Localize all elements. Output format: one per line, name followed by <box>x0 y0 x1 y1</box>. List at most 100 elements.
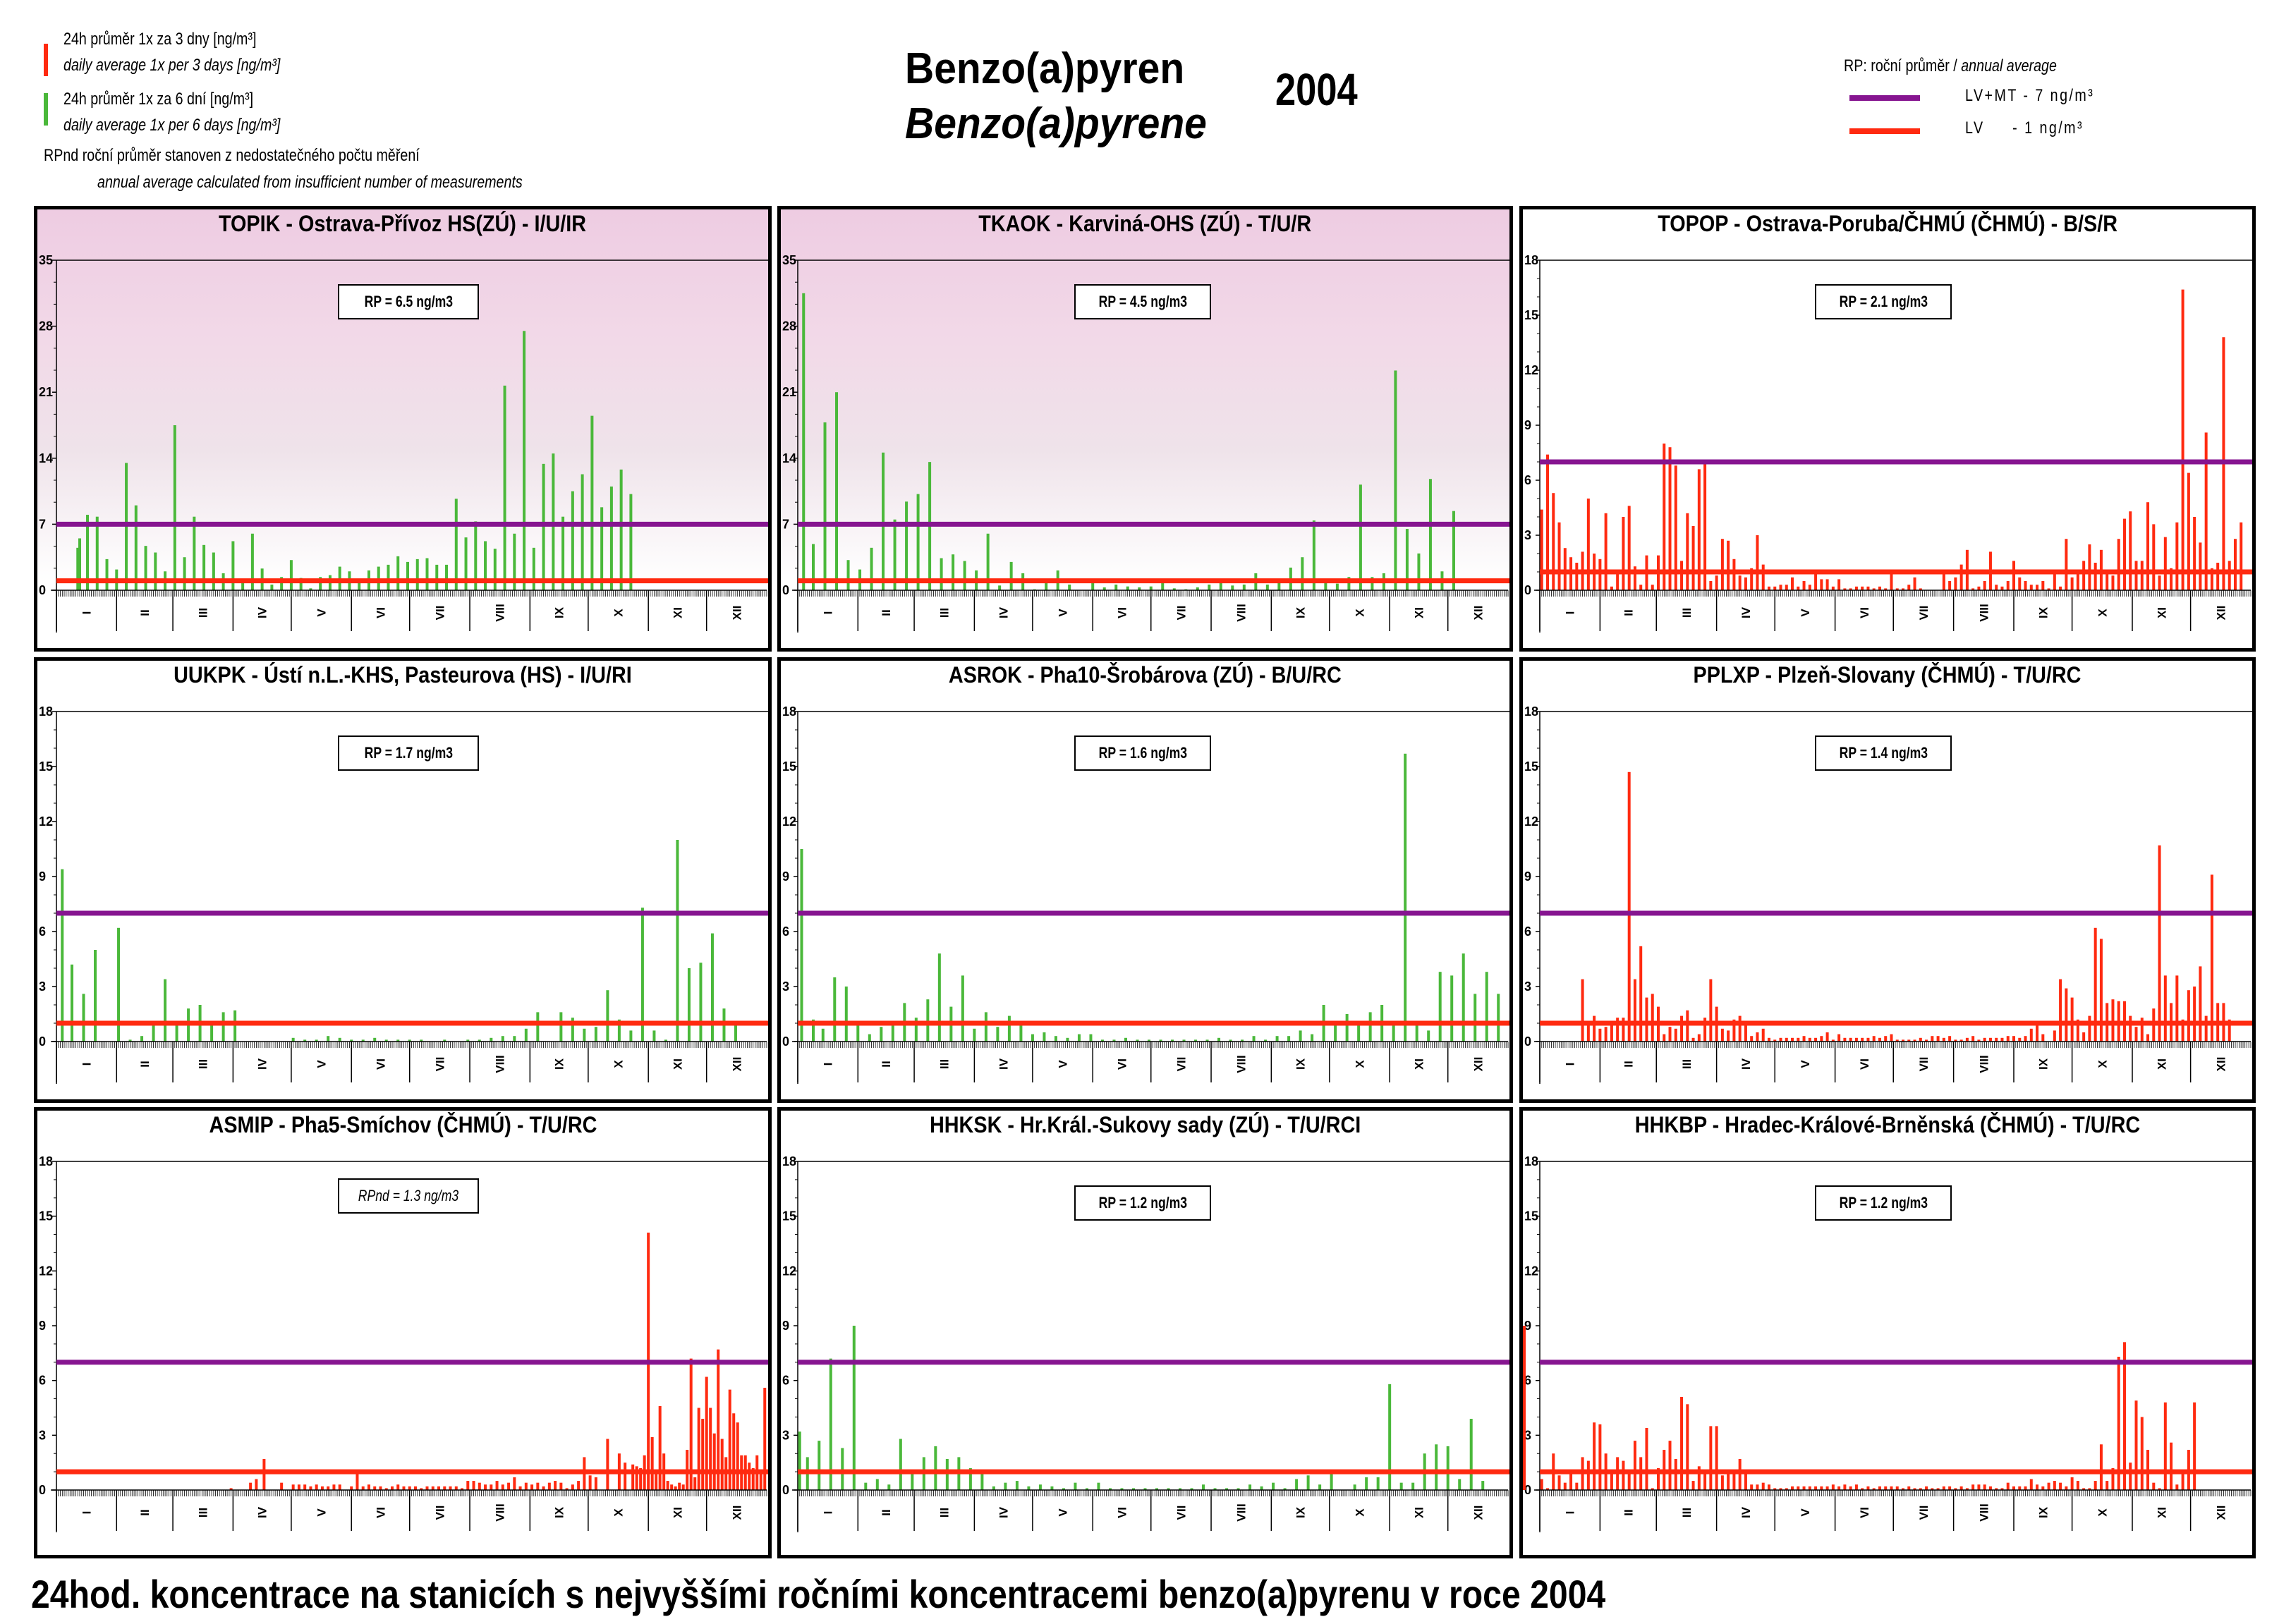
daily-bar <box>1977 1039 1981 1042</box>
daily-bar <box>1744 1023 1747 1042</box>
daily-bar <box>1808 1037 1811 1042</box>
daily-bar <box>530 1484 534 1490</box>
x-day-ticks <box>56 1490 767 1496</box>
station-chart-title-text: PPLXP - Plzeň-Slovany (ČHMÚ) - T/U/RC <box>1694 662 2082 688</box>
daily-bar <box>1686 1404 1689 1490</box>
daily-bar <box>2204 1015 2208 1042</box>
daily-bar <box>309 588 312 590</box>
month-label: VIII <box>1235 1503 1248 1522</box>
daily-bar <box>1691 1037 1695 1042</box>
daily-bar <box>1931 1036 1934 1042</box>
daily-bar <box>1866 1486 1870 1490</box>
station-chart-title: HHKSK - Hr.Král.-Sukovy sady (ZÚ) - T/U/… <box>781 1112 1509 1138</box>
daily-bar <box>681 1484 685 1490</box>
daily-bar <box>350 1486 353 1490</box>
daily-bar <box>1208 584 1211 590</box>
daily-bar <box>1546 454 1550 590</box>
daily-bar <box>536 1482 540 1490</box>
month-label: V <box>315 609 329 617</box>
daily-bar <box>852 1326 856 1490</box>
daily-bar <box>1417 553 1421 590</box>
daily-bar <box>1546 1488 1550 1490</box>
month-label: IV <box>997 606 1011 618</box>
daily-bar <box>2170 568 2173 590</box>
y-tick-label: 6 <box>39 1374 46 1388</box>
daily-bar <box>1066 1037 1069 1042</box>
daily-bar <box>1995 585 1998 590</box>
daily-bar <box>2146 1034 2150 1042</box>
y-tick-label: 21 <box>39 385 53 399</box>
daily-bar <box>1657 1467 1660 1490</box>
daily-bar <box>319 577 322 590</box>
daily-bar <box>1872 1488 1876 1490</box>
daily-bar <box>1861 1037 1864 1042</box>
y-tick-label: 15 <box>39 759 53 774</box>
daily-bar <box>1593 1422 1596 1490</box>
daily-bar <box>1902 588 1905 590</box>
daily-bar <box>631 1464 635 1490</box>
daily-bar <box>82 994 85 1042</box>
month-label: IV <box>1739 1058 1753 1070</box>
month-label: II <box>138 1509 152 1515</box>
daily-bar <box>640 908 644 1042</box>
daily-bar <box>1068 584 1071 590</box>
daily-bar <box>1651 994 1654 1042</box>
y-tick-label: 15 <box>1524 1209 1538 1223</box>
daily-bar <box>984 1012 988 1042</box>
daily-bar <box>2018 1486 2022 1490</box>
daily-bar <box>2012 561 2015 590</box>
daily-bar <box>887 1484 891 1490</box>
daily-bar <box>1808 585 1811 590</box>
daily-bar <box>542 463 545 590</box>
daily-bar <box>1089 1034 1093 1042</box>
daily-bar <box>1890 1486 1893 1490</box>
daily-bar <box>812 544 815 590</box>
daily-bar <box>1473 994 1477 1042</box>
daily-bar <box>629 1030 633 1042</box>
daily-bar <box>802 293 806 590</box>
daily-bar <box>1143 1488 1147 1490</box>
daily-bar <box>472 1481 475 1490</box>
daily-bar <box>2111 575 2115 590</box>
annual-average-label: RP = 1.7 ng/m3 <box>364 744 453 762</box>
month-label: II <box>880 1509 893 1515</box>
daily-bar <box>315 1484 318 1490</box>
daily-bar <box>835 392 839 590</box>
daily-bar <box>734 1023 737 1042</box>
daily-bar <box>390 1486 394 1490</box>
month-label: VIII <box>1977 604 1991 622</box>
y-tick-label: 12 <box>39 814 53 829</box>
daily-bar <box>1884 588 1888 590</box>
daily-bar <box>396 556 400 590</box>
daily-bar <box>2210 568 2213 590</box>
daily-bar <box>973 1028 976 1042</box>
daily-bar <box>1797 1486 1800 1490</box>
daily-bar <box>1179 1488 1182 1490</box>
daily-bar <box>1825 1486 1829 1490</box>
daily-bar <box>1791 1486 1794 1490</box>
daily-bar <box>2193 517 2196 590</box>
daily-bar <box>212 552 215 590</box>
y-tick-label: 3 <box>1524 1428 1531 1442</box>
daily-bar <box>606 1439 609 1490</box>
daily-bar <box>1007 1015 1011 1042</box>
daily-bar <box>1703 1018 1707 1042</box>
month-label: I <box>80 1511 94 1515</box>
daily-bar <box>1097 1482 1100 1490</box>
y-tick-label: 3 <box>1524 528 1531 542</box>
daily-bar <box>1231 585 1234 590</box>
daily-bar <box>2070 1477 2074 1490</box>
daily-bar <box>474 521 478 590</box>
daily-bar <box>697 1408 700 1490</box>
month-label: VI <box>1858 1507 1871 1518</box>
y-tick-label: 15 <box>782 1209 796 1223</box>
daily-bar <box>1622 517 1625 590</box>
daily-bar <box>963 561 966 590</box>
daily-bar <box>2082 1488 2086 1490</box>
daily-bar <box>1919 1488 1922 1490</box>
daily-bar <box>1948 1486 1952 1490</box>
daily-bar <box>1890 1034 1893 1042</box>
daily-bar <box>396 1484 400 1490</box>
daily-bar <box>2140 561 2144 590</box>
lvmt-limit-line <box>56 910 768 916</box>
